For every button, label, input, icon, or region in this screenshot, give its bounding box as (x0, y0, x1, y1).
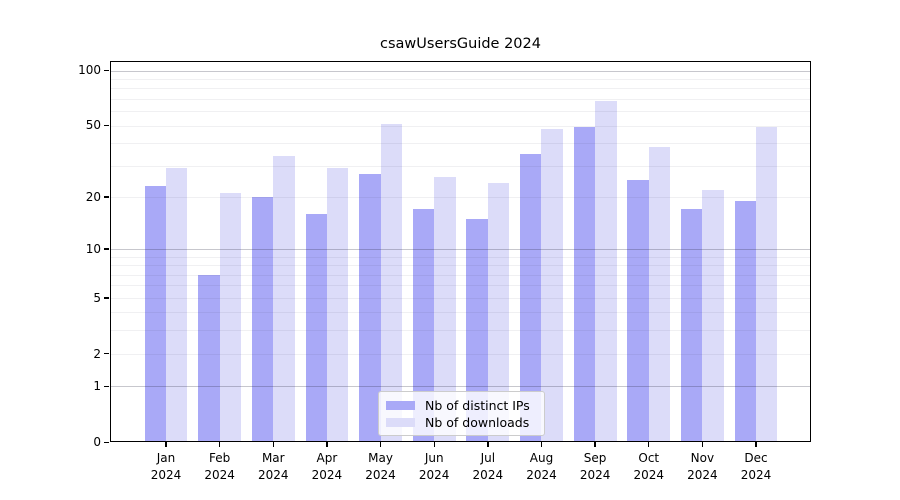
gridline-minor-2 (110, 353, 811, 355)
x-tick-mark-sep (594, 442, 596, 447)
y-tick-mark-5 (104, 297, 109, 299)
gridline-minor-30 (110, 165, 811, 167)
gridline-minor-4 (110, 312, 811, 314)
bar-distinct-ips-nov (681, 209, 703, 442)
bar-downloads-feb (219, 193, 242, 442)
gridline-minor-20 (110, 196, 811, 198)
gridline-minor-5 (110, 297, 811, 299)
bar-distinct-ips-sep (573, 127, 596, 442)
bar-distinct-ips-oct (627, 179, 649, 442)
x-tick-label-apr: Apr 2024 (311, 451, 343, 482)
legend-item-downloads: Nb of downloads (386, 414, 544, 431)
x-tick-mark-may (379, 442, 382, 447)
x-tick-label-mar: Mar 2024 (257, 451, 289, 482)
y-tick-label-1: 1 (93, 379, 101, 394)
bars-layer (110, 61, 811, 442)
legend: Nb of distinct IPs Nb of downloads (378, 391, 545, 436)
bar-downloads-mar (273, 155, 295, 442)
y-tick-mark-100 (104, 69, 109, 72)
y-tick-mark-50 (104, 124, 109, 127)
y-tick-mark-1 (104, 385, 109, 388)
x-tick-label-jul: Jul 2024 (472, 451, 504, 482)
gridline-major-100 (110, 70, 811, 72)
y-tick-mark-20 (104, 196, 109, 198)
bar-distinct-ips-jun (412, 209, 435, 442)
gridline-minor-60 (110, 111, 811, 113)
x-tick-mark-nov (701, 442, 704, 447)
gridline-major-1 (110, 386, 811, 388)
x-tick-mark-jul (487, 442, 489, 447)
bar-distinct-ips-aug (520, 153, 542, 442)
x-tick-label-dec: Dec 2024 (740, 451, 772, 482)
x-tick-mark-aug (540, 442, 543, 447)
gridline-minor-50 (110, 125, 811, 127)
bar-distinct-ips-apr (305, 213, 327, 442)
bar-downloads-sep (595, 101, 617, 442)
gridline-major-10 (110, 249, 811, 250)
plot-area (110, 61, 811, 442)
bar-downloads-jun (434, 176, 456, 442)
bar-downloads-aug (541, 128, 563, 442)
y-tick-mark-2 (104, 353, 109, 355)
x-tick-label-jan: Jan 2024 (150, 451, 182, 482)
x-tick-mark-feb (218, 442, 221, 447)
bar-distinct-ips-mar (251, 196, 274, 442)
y-tick-label-50: 50 (85, 118, 101, 133)
x-tick-mark-jan (165, 442, 167, 447)
x-tick-mark-apr (326, 442, 328, 447)
gridlines-layer (110, 61, 811, 442)
y-tick-label-5: 5 (93, 290, 101, 305)
bar-downloads-nov (702, 189, 724, 442)
x-tick-mark-oct (648, 442, 650, 447)
gridline-minor-90 (110, 78, 811, 80)
bar-distinct-ips-feb (198, 274, 220, 442)
gridline-minor-80 (110, 88, 811, 90)
x-tick-label-aug: Aug 2024 (526, 451, 557, 482)
x-tick-label-jun: Jun 2024 (418, 451, 450, 482)
x-tick-mark-dec (755, 442, 757, 447)
y-tick-label-0: 0 (93, 435, 101, 449)
y-tick-mark-0 (104, 441, 109, 443)
bar-distinct-ips-jan (144, 186, 166, 442)
y-tick-label-10: 10 (85, 241, 101, 256)
bar-distinct-ips-dec (734, 200, 757, 442)
legend-swatch-downloads (386, 418, 415, 427)
x-tick-label-feb: Feb 2024 (204, 451, 235, 482)
x-tick-label-may: May 2024 (365, 451, 396, 482)
legend-item-distinct-ips: Nb of distinct IPs (386, 397, 544, 414)
bar-downloads-apr (326, 168, 349, 442)
gridline-minor-6 (110, 285, 811, 287)
gridline-minor-40 (110, 143, 811, 145)
bar-downloads-jan (166, 168, 188, 442)
x-tick-mark-mar (272, 442, 274, 447)
bar-downloads-dec (756, 127, 778, 442)
x-tick-label-nov: Nov 2024 (687, 451, 718, 482)
x-tick-label-oct: Oct 2024 (633, 451, 665, 482)
chart-title: csawUsersGuide 2024 (380, 36, 541, 52)
gridline-minor-8 (110, 265, 811, 267)
gridline-minor-9 (110, 256, 811, 258)
x-tick-label-sep: Sep 2024 (579, 451, 611, 482)
legend-label-distinct-ips: Nb of distinct IPs (425, 398, 530, 413)
legend-swatch-distinct-ips (386, 401, 415, 410)
bar-distinct-ips-may (359, 173, 381, 442)
bar-distinct-ips-jul (466, 218, 488, 442)
gridline-minor-70 (110, 98, 811, 100)
gridline-minor-7 (110, 274, 811, 276)
y-tick-mark-10 (104, 248, 109, 250)
legend-label-downloads: Nb of downloads (425, 415, 530, 430)
bar-downloads-oct (648, 147, 671, 442)
y-tick-label-100: 100 (78, 63, 101, 78)
bar-downloads-may (380, 123, 402, 442)
y-tick-label-2: 2 (93, 346, 101, 361)
bar-downloads-jul (487, 182, 510, 442)
y-tick-label-20: 20 (85, 189, 101, 204)
gridline-minor-3 (110, 330, 811, 332)
x-tick-mark-jun (433, 442, 435, 447)
